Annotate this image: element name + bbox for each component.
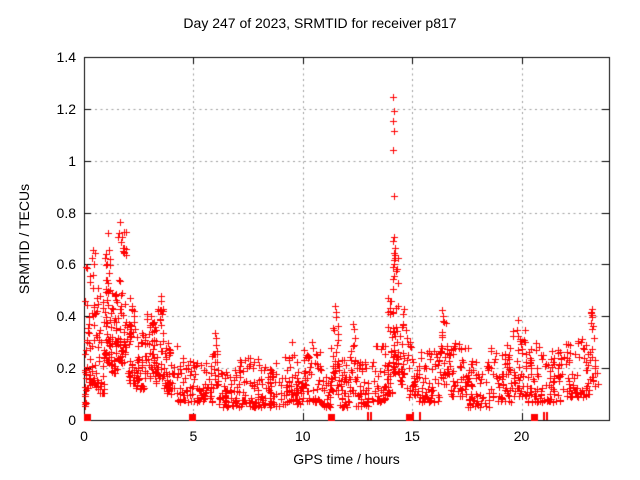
y-tick-label: 0.6 — [56, 256, 76, 273]
x-tick-label: 15 — [404, 428, 420, 444]
y-tick-label: 0.4 — [56, 308, 76, 325]
y-tick-label: 1.4 — [56, 49, 76, 65]
y-tick-label: 0.2 — [56, 360, 76, 377]
x-tick-label: 0 — [80, 428, 88, 444]
chart-title: Day 247 of 2023, SRMTID for receiver p81… — [183, 15, 457, 31]
y-axis-label: SRMTID / TECUs — [16, 183, 32, 295]
y-tick-label: 0.8 — [56, 204, 76, 221]
x-tick-label: 20 — [513, 428, 530, 444]
x-axis-label: GPS time / hours — [293, 451, 400, 467]
y-tick-label: 1.2 — [56, 100, 76, 117]
x-tick-label: 5 — [189, 428, 198, 444]
y-tick-label: 1 — [68, 152, 76, 169]
x-tick-label: 10 — [294, 428, 311, 444]
y-tick-label: 0 — [68, 412, 76, 428]
